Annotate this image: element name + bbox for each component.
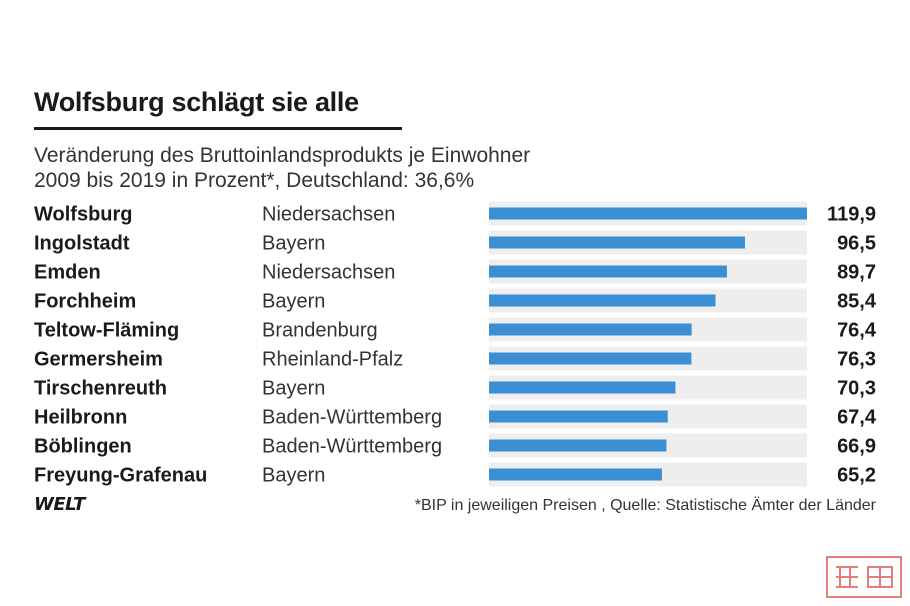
data-label: 89,7: [837, 262, 876, 284]
data-label: 76,3: [837, 349, 876, 371]
bar: [489, 468, 662, 481]
title-underline: [34, 127, 402, 130]
data-label: 85,4: [837, 291, 877, 313]
category-label: Germersheim: [34, 349, 163, 371]
state-label: Niedersachsen: [262, 204, 395, 226]
bar: [489, 323, 692, 336]
category-label: Böblingen: [34, 436, 132, 458]
category-label: Tirschenreuth: [34, 378, 167, 400]
data-label: 70,3: [837, 378, 876, 400]
state-label: Bayern: [262, 378, 325, 400]
bar: [489, 439, 667, 452]
bar: [489, 410, 668, 423]
category-label: Teltow-Fläming: [34, 320, 179, 342]
chart-subtitle: Veränderung des Bruttoinlandsprodukts je…: [34, 144, 531, 192]
state-label: Baden-Württemberg: [262, 407, 442, 429]
welt-logo: WELT: [34, 494, 85, 515]
category-label: Ingolstadt: [34, 233, 130, 255]
state-label: Niedersachsen: [262, 262, 395, 284]
bar: [489, 294, 716, 307]
state-label: Brandenburg: [262, 320, 378, 342]
state-label: Bayern: [262, 233, 325, 255]
bar: [489, 207, 807, 220]
data-label: 67,4: [837, 407, 877, 429]
category-label: Freyung-Grafenau: [34, 465, 207, 487]
category-label: Wolfsburg: [34, 204, 133, 226]
bar: [489, 381, 676, 394]
category-label: Emden: [34, 262, 101, 284]
data-label: 76,4: [837, 320, 877, 342]
seal-stamp-icon: [826, 556, 902, 598]
bar: [489, 265, 727, 278]
data-label: 96,5: [837, 233, 876, 255]
data-label: 119,9: [827, 204, 876, 226]
chart-title: Wolfsburg schlägt sie alle: [34, 87, 359, 117]
bar: [489, 352, 692, 365]
category-label: Heilbronn: [34, 407, 127, 429]
data-label: 65,2: [837, 465, 876, 487]
state-label: Bayern: [262, 465, 325, 487]
source-footnote: *BIP in jeweiligen Preisen , Quelle: Sta…: [414, 497, 876, 514]
category-label: Forchheim: [34, 291, 136, 313]
state-label: Rheinland-Pfalz: [262, 349, 403, 371]
state-label: Baden-Württemberg: [262, 436, 442, 458]
data-label: 66,9: [837, 436, 876, 458]
state-label: Bayern: [262, 291, 325, 313]
bar: [489, 236, 745, 249]
